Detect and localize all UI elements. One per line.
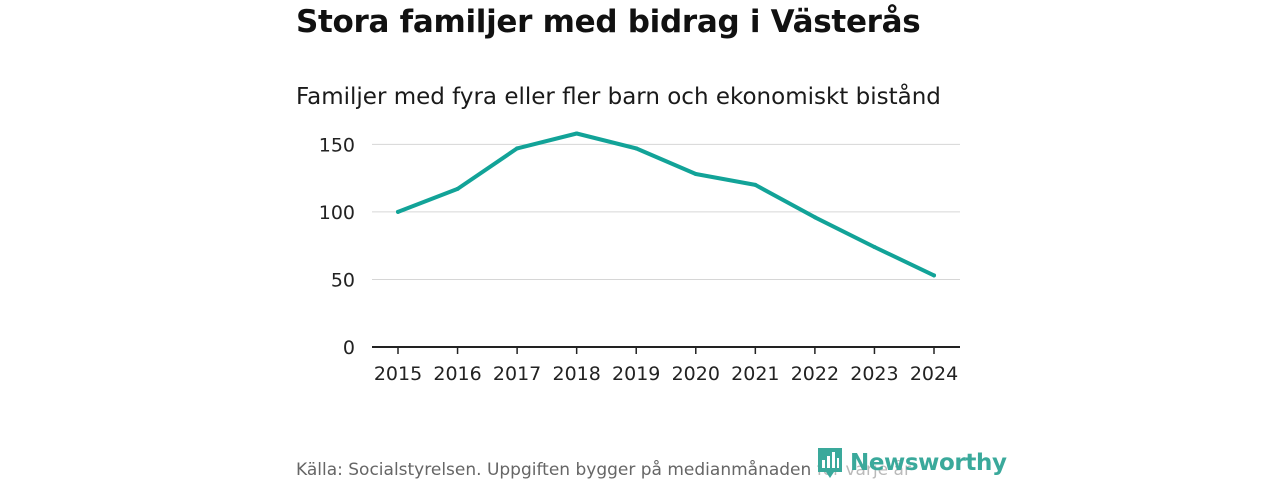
source-note: Källa: Socialstyrelsen. Uppgiften bygger… <box>296 460 911 480</box>
data-point-2016 <box>455 186 460 191</box>
data-point-2024 <box>932 273 936 278</box>
x-tick-label: 2016 <box>433 363 481 385</box>
brand-name: Newsworthy <box>850 450 1007 476</box>
data-point-2017 <box>515 146 520 151</box>
x-tick-label: 2018 <box>552 363 600 385</box>
series-layer <box>396 131 936 278</box>
data-point-2015 <box>396 209 400 214</box>
x-tick-label: 2020 <box>672 363 720 385</box>
x-tick-label: 2019 <box>612 363 660 385</box>
x-axis-ticks: 2015 2016 2017 2018 2019 2020 2021 2022 2023 2024 <box>374 347 958 385</box>
data-point-2022 <box>812 215 817 220</box>
data-point-2021 <box>753 182 758 187</box>
x-tick-label: 2022 <box>791 363 839 385</box>
chart-title: Stora familjer med bidrag i Västerås <box>296 4 921 40</box>
y-tick-label: 0 <box>343 337 355 359</box>
data-point-2019 <box>634 146 639 151</box>
data-point-2020 <box>693 172 698 177</box>
x-tick-label: 2023 <box>850 363 898 385</box>
data-point-2018 <box>574 131 579 136</box>
series-line-0 <box>396 131 936 278</box>
x-tick-label: 2015 <box>374 363 422 385</box>
chart-subtitle: Familjer med fyra eller fler barn och ek… <box>296 84 941 110</box>
newsworthy-logo-icon <box>818 448 842 478</box>
x-tick-label: 2021 <box>731 363 779 385</box>
x-tick-label: 2024 <box>910 363 958 385</box>
y-tick-label: 50 <box>331 269 355 291</box>
x-tick-label: 2017 <box>493 363 541 385</box>
y-axis-ticks: 0 50 100 150 <box>319 134 355 359</box>
brand[interactable]: Newsworthy <box>816 446 1007 480</box>
gridlines <box>372 143 960 280</box>
y-tick-label: 150 <box>319 134 355 156</box>
data-point-2023 <box>872 245 877 250</box>
y-tick-label: 100 <box>319 202 355 224</box>
